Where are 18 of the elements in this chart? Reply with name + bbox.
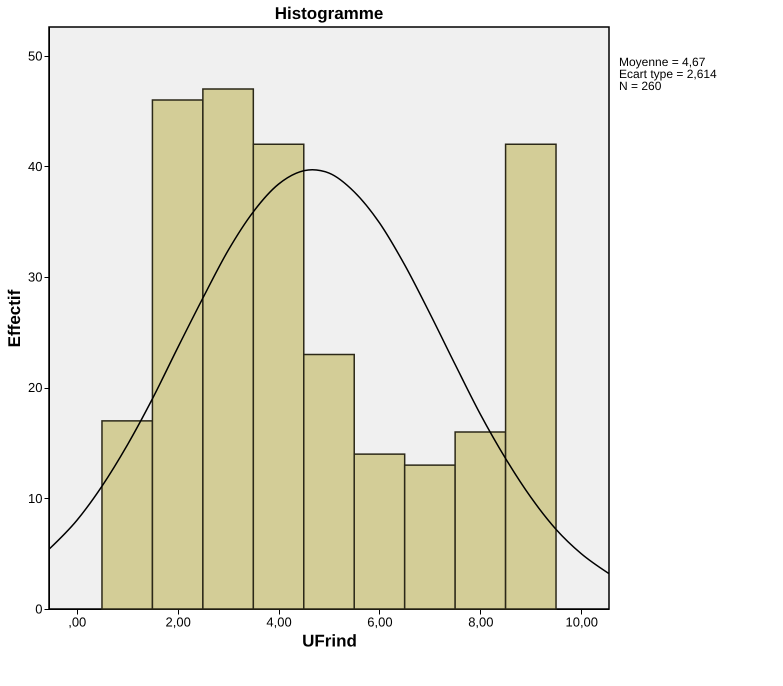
y-tick-label: 30 — [28, 270, 42, 285]
x-tick-label: 4,00 — [266, 614, 292, 630]
chart-title: Histogramme — [274, 4, 384, 23]
x-tick-label: 2,00 — [165, 614, 191, 630]
text: N = 260 — [619, 79, 662, 93]
x-tick-label: 8,00 — [468, 614, 494, 630]
y-tick-label: 20 — [28, 380, 42, 396]
x-tick-label: 10,00 — [565, 614, 598, 630]
y-axis-title: Effectif — [5, 289, 24, 348]
y-tick-label: 50 — [28, 48, 42, 64]
y-tick-label: 0 — [35, 602, 42, 616]
text: Moyenne = 4,67 — [619, 55, 706, 69]
y-tick-label: 40 — [28, 158, 42, 174]
x-axis-title: UFrind — [302, 632, 357, 650]
text: Ecart type = 2,614 — [619, 67, 718, 81]
x-tick-label: ,00 — [68, 614, 86, 630]
y-tick-label: 10 — [28, 490, 42, 506]
x-tick-label: 6,00 — [367, 614, 393, 630]
